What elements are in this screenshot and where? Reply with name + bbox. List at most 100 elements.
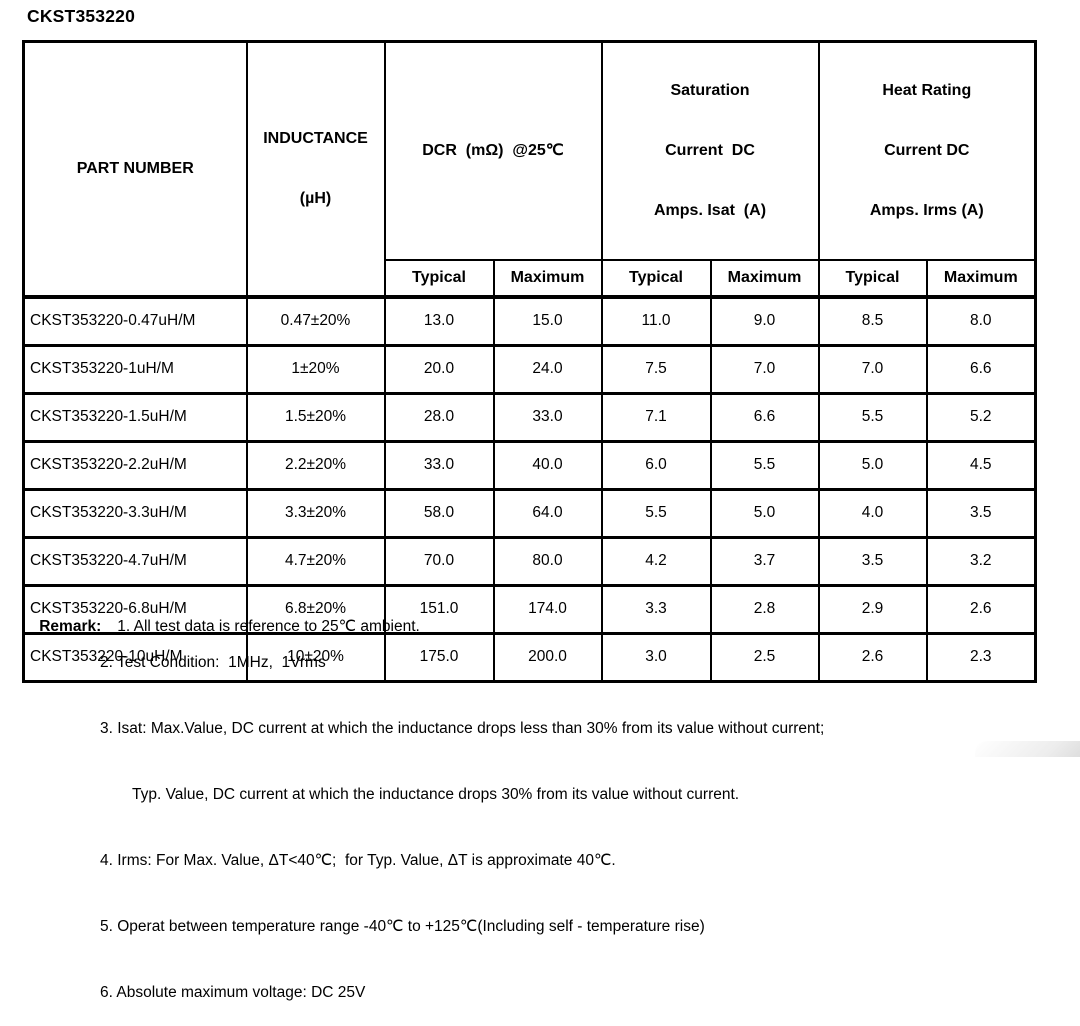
value-cell: 20.0 — [383, 343, 495, 395]
table-row: CKST353220-0.47uH/M 0.47±20% 13.0 15.0 1… — [22, 295, 1037, 347]
value-cell: 151.0 — [383, 583, 495, 635]
inductance-cell: 3.3±20% — [245, 487, 386, 539]
value-cell: 5.2 — [925, 391, 1037, 443]
page-title: CKST353220 — [27, 6, 136, 26]
sub-header-isat-maximum: Maximum — [709, 259, 820, 299]
col-header-saturation-line1: Saturation — [670, 82, 750, 99]
remark-line: 2. Test Condition: 1MHz, 1Vrms — [100, 654, 326, 671]
value-cell: 70.0 — [383, 535, 495, 587]
table-row: CKST353220-6.8uH/M 6.8±20% 151.0 174.0 3… — [22, 583, 1037, 635]
sub-header-isat-typical: Typical — [600, 259, 712, 299]
table-row: CKST353220-3.3uH/M 3.3±20% 58.0 64.0 5.5… — [22, 487, 1037, 539]
col-header-part-number-label: PART NUMBER — [76, 160, 194, 177]
value-cell: 7.0 — [817, 343, 928, 395]
value-cell: 5.5 — [709, 439, 820, 491]
inductance-cell: 4.7±20% — [245, 535, 386, 587]
remark-line: 3. Isat: Max.Value, DC current at which … — [100, 720, 825, 737]
header-row-groups: PART NUMBER INDUCTANCE (µH) DCR (mΩ) @25… — [22, 40, 1037, 299]
value-cell: 2.6 — [817, 631, 928, 683]
remark-line: 6. Absolute maximum voltage: DC 25V — [100, 984, 366, 1001]
table-row: CKST353220-2.2uH/M 2.2±20% 33.0 40.0 6.0… — [22, 439, 1037, 491]
corner-shade — [975, 741, 1080, 757]
value-cell: 175.0 — [383, 631, 495, 683]
table-row: CKST353220-10uH/M 10±20% 175.0 200.0 3.0… — [22, 631, 1037, 683]
part-number-cell: CKST353220-0.47uH/M — [22, 295, 248, 347]
part-number-cell: CKST353220-1.5uH/M — [22, 391, 248, 443]
value-cell: 6.0 — [600, 439, 712, 491]
col-header-inductance: INDUCTANCE (µH) — [245, 40, 386, 299]
value-cell: 33.0 — [492, 391, 603, 443]
value-cell: 33.0 — [383, 439, 495, 491]
value-cell: 6.6 — [925, 343, 1037, 395]
value-cell: 80.0 — [492, 535, 603, 587]
value-cell: 2.6 — [925, 583, 1037, 635]
value-cell: 13.0 — [383, 295, 495, 347]
value-cell: 8.5 — [817, 295, 928, 347]
value-cell: 40.0 — [492, 439, 603, 491]
col-header-inductance-line2: (µH) — [299, 190, 332, 207]
col-header-heat-line2: Current DC — [884, 142, 970, 159]
value-cell: 3.5 — [925, 487, 1037, 539]
value-cell: 7.0 — [709, 343, 820, 395]
value-cell: 3.3 — [600, 583, 712, 635]
value-cell: 2.3 — [925, 631, 1037, 683]
remark-line: 4. Irms: For Max. Value, ΔT<40℃; for Typ… — [100, 852, 616, 869]
value-cell: 24.0 — [492, 343, 603, 395]
sub-header-dcr-maximum: Maximum — [492, 259, 603, 299]
col-header-heat-line1: Heat Rating — [882, 82, 972, 99]
sub-header-dcr-typical: Typical — [383, 259, 495, 299]
value-cell: 3.0 — [600, 631, 712, 683]
value-cell: 3.5 — [817, 535, 928, 587]
sub-header-irms-typical: Typical — [817, 259, 928, 299]
remarks-section: Remark: 1. All test data is reference to … — [22, 546, 1072, 1026]
col-header-heat-line3: Amps. Irms (A) — [869, 202, 984, 219]
inductance-cell: 6.8±20% — [245, 583, 386, 635]
inductance-cell: 2.2±20% — [245, 439, 386, 491]
value-cell: 5.5 — [817, 391, 928, 443]
inductance-cell: 0.47±20% — [245, 295, 386, 347]
col-header-heat-rating: Heat Rating Current DC Amps. Irms (A) — [817, 40, 1037, 261]
value-cell: 7.5 — [600, 343, 712, 395]
value-cell: 64.0 — [492, 487, 603, 539]
value-cell: 11.0 — [600, 295, 712, 347]
col-header-dcr-label: DCR (mΩ) @25℃ — [422, 142, 564, 159]
sub-header-irms-maximum: Maximum — [925, 259, 1037, 299]
remark-label: Remark: — [39, 618, 102, 635]
value-cell: 6.6 — [709, 391, 820, 443]
inductance-cell: 10±20% — [245, 631, 386, 683]
value-cell: 4.5 — [925, 439, 1037, 491]
table-row: CKST353220-1uH/M 1±20% 20.0 24.0 7.5 7.0… — [22, 343, 1037, 395]
value-cell: 174.0 — [492, 583, 603, 635]
value-cell: 2.8 — [709, 583, 820, 635]
value-cell: 28.0 — [383, 391, 495, 443]
header-row-sub: Typical Maximum Typical Maximum Typical … — [24, 259, 1037, 299]
part-number-cell: CKST353220-6.8uH/M — [22, 583, 248, 635]
value-cell: 5.5 — [600, 487, 712, 539]
value-cell: 4.2 — [600, 535, 712, 587]
inductance-cell: 1.5±20% — [245, 391, 386, 443]
part-number-cell: CKST353220-2.2uH/M — [22, 439, 248, 491]
part-number-cell: CKST353220-10uH/M — [22, 631, 248, 683]
remark-line: 5. Operat between temperature range -40℃… — [100, 918, 705, 935]
col-header-saturation-current: Saturation Current DC Amps. Isat (A) — [600, 40, 820, 261]
part-number-cell: CKST353220-3.3uH/M — [22, 487, 248, 539]
remark-line: Remark: 1. All test data is reference to … — [22, 582, 1072, 635]
remark-line-continuation: Typ. Value, DC current at which the indu… — [132, 786, 740, 803]
part-number-cell: CKST353220-4.7uH/M — [22, 535, 248, 587]
value-cell: 7.1 — [600, 391, 712, 443]
inductance-cell: 1±20% — [245, 343, 386, 395]
value-cell: 200.0 — [492, 631, 603, 683]
value-cell: 3.2 — [925, 535, 1037, 587]
value-cell: 4.0 — [817, 487, 928, 539]
table-row: CKST353220-1.5uH/M 1.5±20% 28.0 33.0 7.1… — [22, 391, 1037, 443]
col-header-saturation-line3: Amps. Isat (A) — [654, 202, 767, 219]
value-cell: 2.5 — [709, 631, 820, 683]
col-header-part-number: PART NUMBER — [22, 40, 248, 299]
part-number-cell: CKST353220-1uH/M — [22, 343, 248, 395]
col-header-dcr: DCR (mΩ) @25℃ — [383, 40, 603, 261]
col-header-saturation-line2: Current DC — [665, 142, 755, 159]
value-cell: 2.9 — [817, 583, 928, 635]
value-cell: 15.0 — [492, 295, 603, 347]
value-cell: 3.7 — [709, 535, 820, 587]
spec-table: PART NUMBER INDUCTANCE (µH) DCR (mΩ) @25… — [22, 40, 1038, 683]
